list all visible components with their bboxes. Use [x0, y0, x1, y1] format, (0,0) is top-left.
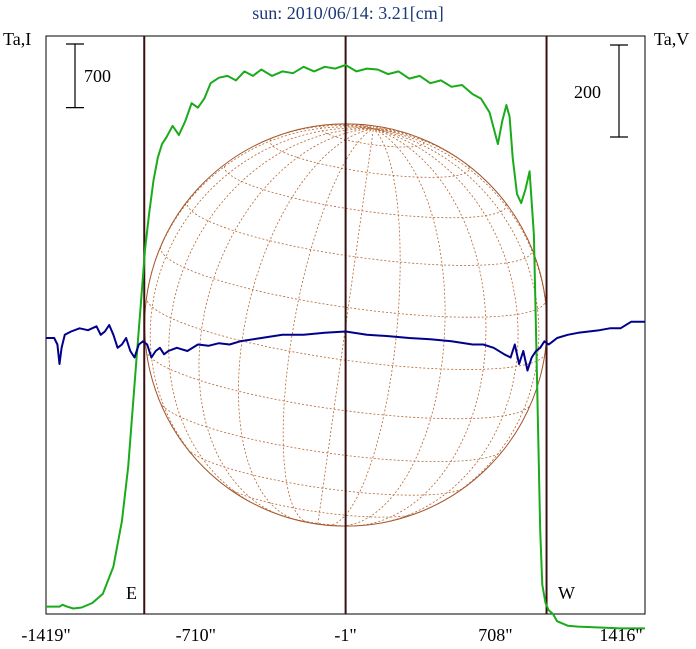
globe-longitude-line — [365, 124, 374, 130]
scale-bar-right-label: 200 — [574, 82, 601, 102]
globe-longitude-line — [373, 126, 382, 130]
globe-longitude-line — [354, 128, 487, 527]
globe-longitude-line — [149, 127, 374, 474]
globe-latitude-line — [269, 136, 470, 178]
limb-marker-lines — [143, 36, 548, 614]
globe-longitude-line — [373, 128, 540, 506]
right-axis-label: Ta,V — [654, 29, 689, 49]
globe-longitude-line — [373, 128, 519, 524]
solar-globe-grid — [144, 123, 548, 527]
globe-longitude-line — [373, 128, 548, 354]
globe-latitude-line — [320, 123, 425, 148]
globe-longitude-line — [338, 128, 446, 527]
series-line-V — [46, 320, 645, 372]
scale-bar-left-label: 700 — [84, 66, 111, 86]
globe-latitude-line — [159, 401, 504, 462]
east-limb-label: E — [126, 583, 137, 603]
x-tick-labels: -1419" -710" -1" 708" 1416" — [21, 625, 642, 645]
globe-longitude-line — [373, 128, 427, 141]
globe-longitude-line — [198, 128, 374, 517]
globe-longitude-line — [328, 128, 401, 526]
chart-title: sun: 2010/06/14: 3.21[cm] — [252, 3, 444, 23]
globe-longitude-line — [319, 124, 374, 130]
globe-latitude-line — [145, 350, 531, 420]
globe-longitude-line — [168, 128, 374, 506]
series-lines — [46, 64, 645, 630]
globe-latitude-line — [224, 162, 507, 219]
x-tick-label: -710" — [176, 625, 216, 645]
x-tick-label: -1419" — [21, 625, 70, 645]
left-axis-label: Ta,I — [3, 29, 31, 49]
globe-longitude-line — [373, 128, 403, 133]
series-line-I — [46, 64, 645, 630]
globe-latitude-line — [186, 200, 533, 266]
globe-longitude-line — [264, 125, 374, 142]
west-limb-label: W — [558, 583, 575, 603]
globe-longitude-line — [358, 124, 374, 130]
globe-latitude-line — [160, 247, 546, 318]
scale-bars: 700 200 — [66, 43, 628, 138]
x-tick-label: 708" — [478, 625, 512, 645]
globe-longitude-line — [282, 128, 374, 523]
globe-longitude-line — [237, 128, 374, 521]
globe-longitude-line — [373, 127, 390, 130]
globe-longitude-line — [373, 128, 475, 171]
x-tick-label: 1416" — [599, 625, 642, 645]
globe-longitude-line — [146, 126, 374, 298]
x-tick-label: -1" — [334, 625, 356, 645]
